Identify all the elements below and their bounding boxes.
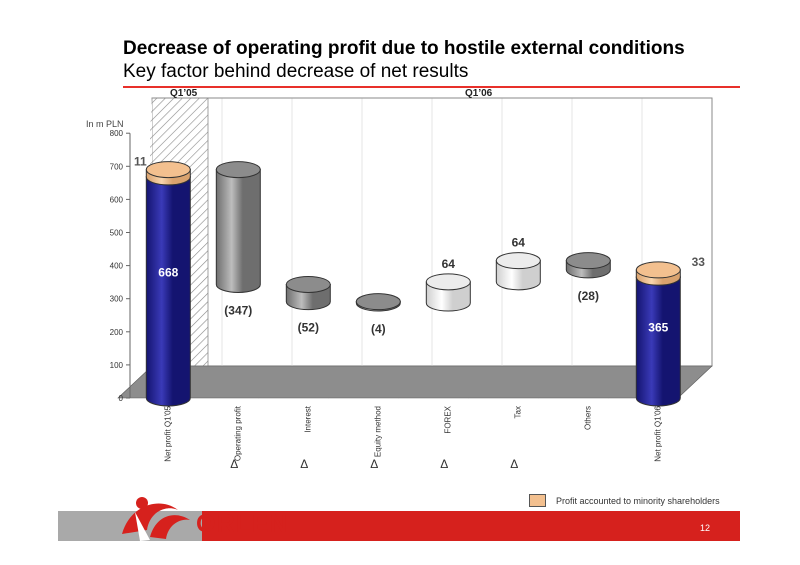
unit-label: In m PLN [86, 119, 124, 129]
bar-value-label: 668 [158, 265, 178, 279]
minority-segment-top [635, 261, 681, 279]
category-label: Equity method [373, 406, 382, 457]
bar-value-label: (52) [298, 321, 319, 335]
bar-value-label: (28) [578, 289, 599, 303]
bar-value-label: 365 [648, 321, 668, 335]
category-label: Interest [303, 405, 312, 432]
category-label: Others [583, 406, 592, 430]
bar-value-label: (4) [371, 322, 386, 336]
minority-label: 33 [692, 255, 706, 269]
legend-label-minority: Profit accounted to minority shareholder… [556, 496, 720, 506]
bar-0-body [145, 176, 191, 407]
bar-6-top [565, 252, 611, 270]
bar-value-label: 64 [512, 236, 526, 250]
y-tick-label: 300 [110, 295, 124, 304]
period-label-q105: Q1’05 [170, 88, 198, 99]
y-tick-label: 700 [110, 162, 124, 171]
delta-mark: Δ [370, 457, 378, 471]
brand-logo-text: ORLEN [196, 510, 289, 538]
y-tick-label: 800 [110, 129, 124, 138]
minority-segment [635, 261, 681, 286]
period-label-q106: Q1’06 [465, 88, 493, 99]
bar-value-label: (347) [224, 303, 252, 317]
title-divider [123, 86, 740, 88]
bar-4-top [425, 273, 471, 291]
category-label: Tax [513, 406, 522, 418]
bar-2-top [285, 275, 331, 293]
minority-segment-top [145, 161, 191, 179]
page-subtitle: Key factor behind decrease of net result… [123, 61, 469, 82]
bar-1-top [215, 161, 261, 179]
bar-7-body [635, 276, 681, 407]
bar-4 [425, 273, 471, 312]
y-tick-label: 400 [110, 262, 124, 271]
minority-label: 11 [134, 155, 147, 169]
y-tick-label: 500 [110, 229, 124, 238]
category-label: Net profit Q1'06 [653, 405, 662, 461]
minority-segment [145, 161, 191, 186]
y-tick-label: 0 [119, 394, 124, 403]
category-label: FOREX [443, 405, 452, 433]
bar-3-top [355, 293, 401, 311]
bar-2 [285, 275, 331, 311]
bar-5 [495, 252, 541, 291]
delta-mark: Δ [230, 457, 238, 471]
legend-swatch-minority [529, 494, 546, 507]
page-number: 12 [700, 523, 711, 533]
bar-1 [215, 161, 261, 293]
delta-mark: Δ [440, 457, 448, 471]
delta-mark: Δ [300, 457, 308, 471]
bar-value-label: 64 [442, 257, 456, 271]
bar-3 [355, 293, 401, 312]
footer-red-band [202, 511, 740, 541]
y-tick-label: 600 [110, 195, 124, 204]
y-tick-label: 100 [110, 361, 124, 370]
bar-6 [565, 252, 611, 279]
delta-mark: Δ [510, 457, 518, 471]
bar-5-top [495, 252, 541, 270]
bar-1-body [215, 169, 261, 293]
category-label: Operating profit [233, 405, 242, 461]
y-tick-label: 200 [110, 328, 124, 337]
category-label: Net profit Q1'05 [163, 405, 172, 461]
page-title: Decrease of operating profit due to host… [123, 38, 685, 59]
